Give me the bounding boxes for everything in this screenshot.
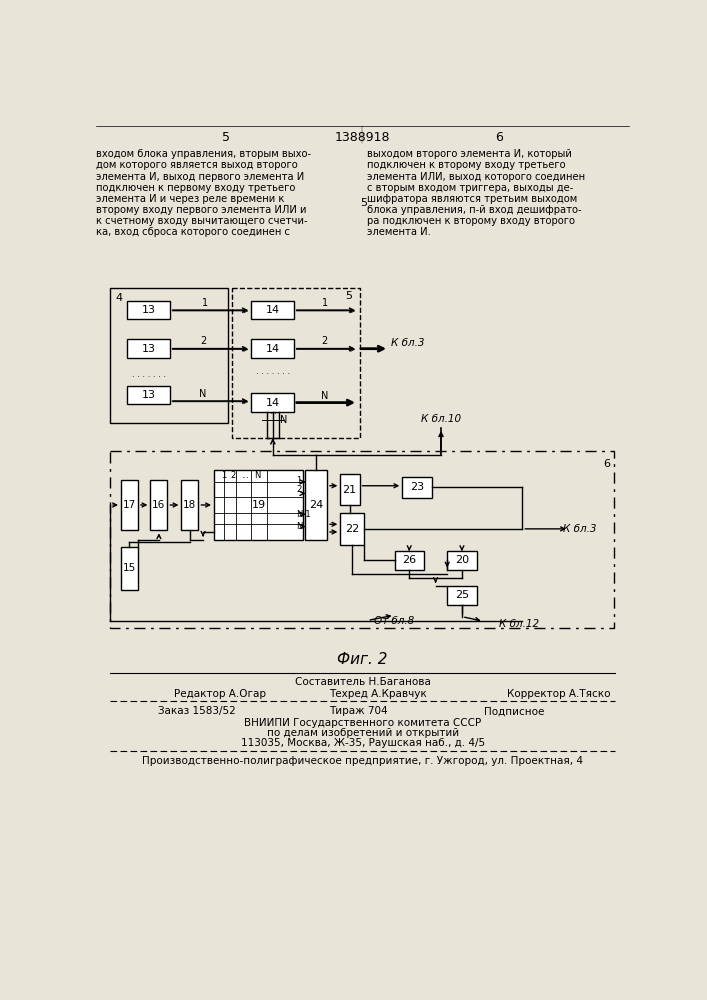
Bar — [214, 470, 303, 540]
Text: Производственно-полиграфическое предприятие, г. Ужгород, ул. Проектная, 4: Производственно-полиграфическое предприя… — [142, 756, 583, 766]
Text: дом которого является выход второго: дом которого является выход второго — [96, 160, 298, 170]
Text: Техред А.Кравчук: Техред А.Кравчук — [329, 689, 426, 699]
Text: 14: 14 — [265, 398, 279, 408]
Text: N: N — [321, 391, 329, 401]
Text: шифратора являются третьим выходом: шифратора являются третьим выходом — [368, 194, 578, 204]
Bar — [251, 301, 293, 319]
Text: элемента ИЛИ, выход которого соединен: элемента ИЛИ, выход которого соединен — [368, 172, 585, 182]
Text: 4: 4 — [115, 293, 122, 303]
Text: 13: 13 — [141, 344, 156, 354]
Bar — [395, 551, 424, 570]
Text: 113035, Москва, Ж-35, Раушская наб., д. 4/5: 113035, Москва, Ж-35, Раушская наб., д. … — [240, 738, 485, 748]
Text: входом блока управления, вторым выхо-: входом блока управления, вторым выхо- — [96, 149, 311, 159]
Text: ...: ... — [241, 471, 249, 480]
Bar — [110, 288, 228, 423]
Text: 1: 1 — [221, 471, 227, 480]
Bar — [110, 451, 614, 628]
Text: Тираж 704: Тираж 704 — [329, 706, 387, 716]
Bar — [121, 480, 138, 530]
Text: Подписное: Подписное — [484, 706, 544, 716]
Text: 5: 5 — [345, 291, 352, 301]
Text: N: N — [254, 471, 260, 480]
Text: . . . . . . .: . . . . . . . — [256, 367, 290, 376]
Bar — [340, 474, 360, 505]
Text: 2: 2 — [230, 471, 236, 480]
Text: 16: 16 — [152, 500, 165, 510]
Text: 26: 26 — [402, 555, 416, 565]
Text: ...: ... — [269, 407, 276, 416]
Text: элемента И, выход первого элемента И: элемента И, выход первого элемента И — [96, 172, 305, 182]
Bar — [448, 586, 477, 605]
Text: N: N — [296, 522, 303, 531]
Text: к счетному входу вычитающего счетчи-: к счетному входу вычитающего счетчи- — [96, 216, 308, 226]
Text: Редактор А.Огар: Редактор А.Огар — [174, 689, 266, 699]
Text: 1: 1 — [296, 476, 301, 485]
Bar — [121, 547, 138, 590]
Bar — [151, 480, 168, 530]
Bar — [340, 513, 363, 545]
Text: 2: 2 — [296, 485, 301, 494]
Bar — [251, 393, 293, 412]
Bar — [127, 386, 170, 404]
Text: элемента И.: элемента И. — [368, 227, 431, 237]
Bar — [448, 551, 477, 570]
Text: ка, вход сброса которого соединен с: ка, вход сброса которого соединен с — [96, 227, 290, 237]
Text: 14: 14 — [265, 305, 279, 315]
Text: 1388918: 1388918 — [335, 131, 390, 144]
Text: ВНИИПИ Государственного комитета СССР: ВНИИПИ Государственного комитета СССР — [244, 718, 481, 728]
Text: 5: 5 — [360, 198, 367, 208]
Text: Заказ 1583/52: Заказ 1583/52 — [158, 706, 236, 716]
Text: второму входу первого элемента ИЛИ и: второму входу первого элемента ИЛИ и — [96, 205, 307, 215]
Text: К бл.12: К бл.12 — [499, 619, 539, 629]
Text: Корректор А.Тяско: Корректор А.Тяско — [507, 689, 610, 699]
Bar — [251, 339, 293, 358]
Bar — [182, 480, 199, 530]
Text: N: N — [199, 389, 206, 399]
Text: К бл.3: К бл.3 — [391, 338, 424, 348]
Text: 6: 6 — [603, 459, 610, 469]
Text: 24: 24 — [309, 500, 323, 510]
Text: подключен к первому входу третьего: подключен к первому входу третьего — [96, 183, 296, 193]
Text: 1: 1 — [201, 298, 208, 308]
Text: 13: 13 — [141, 305, 156, 315]
Text: К бл.3: К бл.3 — [563, 524, 596, 534]
Text: подключен к второму входу третьего: подключен к второму входу третьего — [368, 160, 566, 170]
Text: 20: 20 — [455, 555, 469, 565]
Text: 23: 23 — [410, 482, 424, 492]
Text: 18: 18 — [183, 500, 197, 510]
Text: К бл.10: К бл.10 — [421, 414, 461, 424]
Bar — [127, 339, 170, 358]
Text: 25: 25 — [455, 590, 469, 600]
Text: по делам изобретений и открытий: по делам изобретений и открытий — [267, 728, 459, 738]
Text: От бл.8: От бл.8 — [375, 615, 414, 626]
Text: N: N — [280, 415, 287, 425]
Text: 21: 21 — [342, 485, 356, 495]
Text: 6: 6 — [495, 131, 503, 144]
Text: 14: 14 — [265, 344, 279, 354]
Text: с вторым входом триггера, выходы де-: с вторым входом триггера, выходы де- — [368, 183, 574, 193]
Text: N-1: N-1 — [296, 510, 310, 519]
Text: 17: 17 — [123, 500, 136, 510]
Text: 19: 19 — [252, 500, 266, 510]
Text: 22: 22 — [345, 524, 359, 534]
Text: 2: 2 — [322, 336, 328, 346]
Text: ра подключен к второму входу второго: ра подключен к второму входу второго — [368, 216, 575, 226]
Bar — [402, 477, 432, 498]
Text: 13: 13 — [141, 390, 156, 400]
Text: . . . . . . .: . . . . . . . — [132, 370, 166, 379]
Text: 1: 1 — [322, 298, 328, 308]
Text: блока управления, п-й вход дешифрато-: блока управления, п-й вход дешифрато- — [368, 205, 582, 215]
Bar — [232, 288, 360, 438]
Bar — [127, 301, 170, 319]
Text: 5: 5 — [221, 131, 230, 144]
Text: Составитель Н.Баганова: Составитель Н.Баганова — [295, 677, 431, 687]
Text: элемента И и через реле времени к: элемента И и через реле времени к — [96, 194, 284, 204]
Text: выходом второго элемента И, который: выходом второго элемента И, который — [368, 149, 572, 159]
Text: Фиг. 2: Фиг. 2 — [337, 652, 388, 666]
Text: 2: 2 — [200, 336, 206, 346]
Text: 15: 15 — [123, 563, 136, 573]
Bar — [305, 470, 327, 540]
